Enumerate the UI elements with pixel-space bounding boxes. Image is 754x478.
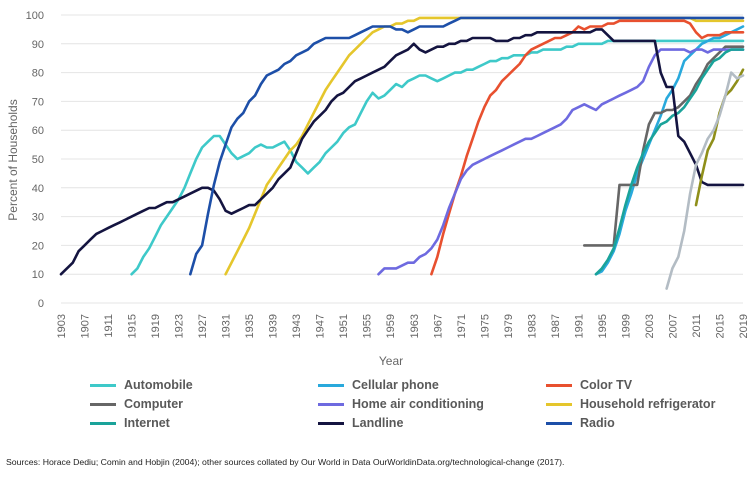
series-line-ext-lightgray (665, 71, 745, 290)
x-tick-label: 1979 (503, 314, 515, 338)
y-axis-ticks: 0 10 20 30 40 50 60 70 80 90 100 (26, 10, 44, 310)
x-tick-label: 1987 (550, 314, 562, 338)
series-line-internet (594, 48, 745, 276)
x-tick-label: 1903 (56, 314, 68, 338)
x-tick-label: 1927 (197, 314, 209, 338)
y-tick-label: 90 (32, 39, 44, 51)
legend-item: Automobile (90, 376, 318, 394)
legend-label: Automobile (124, 378, 193, 392)
y-tick-label: 10 (32, 269, 44, 281)
series-line-household-refrigerator (224, 16, 745, 276)
y-tick-label: 100 (26, 10, 44, 22)
legend-swatch (90, 421, 116, 425)
series-line-home-air-conditioning (377, 48, 745, 276)
x-tick-label: 1919 (150, 314, 162, 338)
x-tick-label: 1991 (573, 314, 585, 338)
x-tick-label: 1931 (221, 314, 233, 338)
x-tick-label: 2011 (691, 314, 703, 338)
series-line-cellular-phone (594, 25, 745, 276)
legend-label: Computer (124, 397, 184, 411)
series-lines (59, 16, 745, 290)
x-tick-label: 2007 (667, 314, 679, 338)
x-tick-label: 1959 (385, 314, 397, 338)
x-tick-label: 1951 (338, 314, 350, 338)
legend-swatch (546, 421, 572, 425)
x-tick-label: 2003 (644, 314, 656, 338)
legend-item: Internet (90, 414, 318, 432)
y-tick-label: 20 (32, 240, 44, 252)
gridlines (61, 14, 743, 304)
x-axis-label: Year (379, 354, 403, 368)
y-tick-label: 50 (32, 154, 44, 166)
legend-swatch (318, 383, 344, 387)
legend-label: Cellular phone (352, 378, 439, 392)
y-axis-label: Percent of Households (6, 99, 20, 220)
x-tick-label: 2015 (714, 314, 726, 338)
x-tick-label: 1999 (620, 314, 632, 338)
legend-swatch (546, 383, 572, 387)
y-tick-label: 80 (32, 68, 44, 80)
legend-item: Landline (318, 414, 546, 432)
legend-swatch (90, 402, 116, 406)
legend-label: Color TV (580, 378, 633, 392)
legend-item: Computer (90, 395, 318, 413)
legend-label: Landline (352, 416, 404, 430)
x-tick-label: 1995 (597, 314, 609, 338)
series-line-radio (189, 16, 745, 276)
legend-swatch (90, 383, 116, 387)
x-tick-label: 1907 (80, 314, 92, 338)
series-line-color-tv (430, 19, 745, 276)
legend-item: Home air conditioning (318, 395, 546, 413)
x-tick-label: 2019 (738, 314, 750, 338)
y-tick-label: 0 (38, 298, 44, 310)
y-tick-label: 40 (32, 183, 44, 195)
y-tick-label: 70 (32, 96, 44, 108)
legend-swatch (318, 402, 344, 406)
legend-label: Home air conditioning (352, 397, 484, 411)
x-tick-label: 1923 (174, 314, 186, 338)
legend-label: Radio (580, 416, 615, 430)
x-tick-label: 1967 (432, 314, 444, 338)
source-note: Sources: Horace Dediu; Comin and Hobjin … (6, 457, 565, 467)
legend-swatch (318, 421, 344, 425)
x-tick-label: 1971 (456, 314, 468, 338)
x-axis-ticks: 1903 1907 1911 1915 1919 1923 1927 1931 1935 1939… (56, 314, 750, 338)
x-tick-label: 1939 (268, 314, 280, 338)
legend-item: Color TV (546, 376, 750, 394)
x-tick-label: 1915 (127, 314, 139, 338)
x-tick-label: 1983 (526, 314, 538, 338)
x-tick-label: 1935 (244, 314, 256, 338)
legend: Automobile Cellular phone Color TV Computer… (90, 376, 750, 432)
x-tick-label: 1947 (315, 314, 327, 338)
legend-item: Cellular phone (318, 376, 546, 394)
x-tick-label: 1975 (479, 314, 491, 338)
legend-label: Internet (124, 416, 170, 430)
series-line-landline (59, 28, 745, 276)
y-tick-label: 30 (32, 212, 44, 224)
legend-item: Radio (546, 414, 750, 432)
legend-label: Household refrigerator (580, 397, 716, 411)
legend-swatch (546, 402, 572, 406)
x-tick-label: 1911 (103, 314, 115, 338)
x-tick-label: 1963 (409, 314, 421, 338)
x-tick-label: 1943 (291, 314, 303, 338)
x-tick-label: 1955 (362, 314, 374, 338)
legend-item: Household refrigerator (546, 395, 750, 413)
y-tick-label: 60 (32, 125, 44, 137)
